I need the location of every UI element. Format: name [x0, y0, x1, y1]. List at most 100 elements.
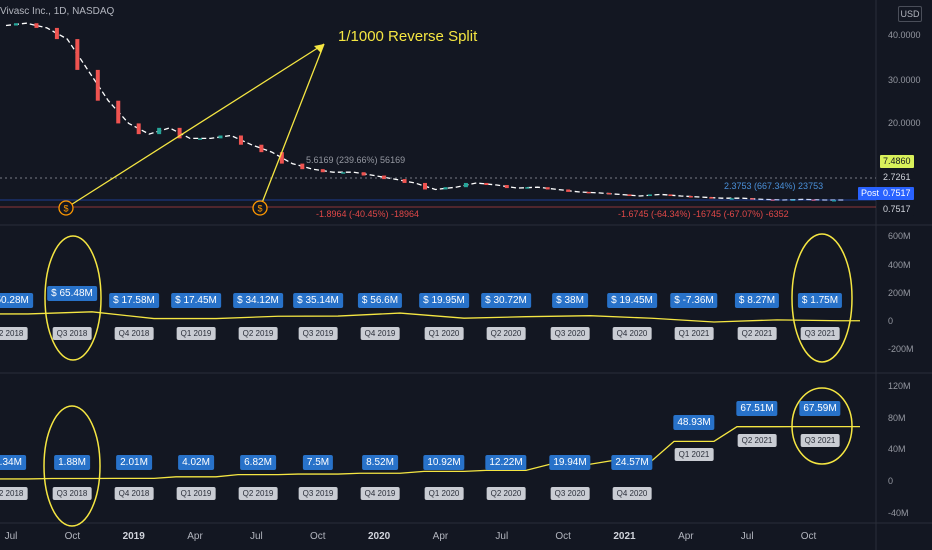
value-label: $ 65.48M	[47, 286, 97, 301]
panel3-axis-label: 80M	[888, 413, 906, 423]
value-label: 6.82M	[240, 455, 276, 470]
time-axis-label: Oct	[800, 531, 817, 542]
price-candle	[688, 196, 693, 198]
value-label: 12.22M	[485, 455, 527, 470]
value-label: 24.57M	[611, 455, 653, 470]
value-label: $ 30.72M	[481, 293, 531, 308]
value-label: $ 1.75M	[797, 293, 843, 308]
price-candle	[463, 182, 468, 188]
split-arrow	[259, 43, 325, 209]
price-candle	[607, 192, 612, 195]
price-candle	[566, 189, 571, 192]
quarter-label: Q2 2020	[486, 487, 526, 500]
value-label: 1.88M	[54, 455, 90, 470]
price-candle	[116, 100, 121, 124]
time-axis-label: 2019	[122, 531, 145, 542]
price-candle	[14, 23, 18, 26]
value-label: $ 38M	[552, 293, 588, 308]
time-axis-label: Oct	[64, 531, 81, 542]
split-arrow	[65, 43, 325, 209]
value-label: $ 17.58M	[109, 293, 159, 308]
price-candle	[136, 123, 141, 135]
arrow-head	[314, 44, 324, 53]
highlight-ellipse	[791, 233, 853, 363]
price-tag-high: 7.4860	[880, 155, 914, 168]
quarter-label: Q3 2021	[800, 327, 840, 340]
price-candle	[668, 194, 673, 197]
price-axis-label: 40.0000	[888, 30, 921, 40]
price-candle	[259, 144, 264, 153]
time-axis-label: 2021	[613, 531, 636, 542]
quarter-label: Q2 2018	[0, 487, 28, 500]
price-candle	[341, 172, 346, 174]
highlight-ellipse	[791, 387, 853, 465]
price-candle	[54, 27, 59, 40]
price-candle	[95, 69, 100, 101]
value-label: 2.01M	[116, 455, 152, 470]
price-candle	[504, 185, 509, 189]
post-market-tag: Post	[858, 187, 883, 200]
panel3-axis-label: 0	[888, 476, 894, 486]
time-axis-label: Oct	[555, 531, 571, 542]
quarter-label: Q3 2019	[298, 487, 338, 500]
split-marker-label: $	[257, 204, 262, 214]
price-stat-2: 2.3753 (667.34%) 23753	[724, 181, 824, 191]
price-candle	[525, 187, 530, 189]
time-axis-label: Oct	[309, 531, 326, 542]
price-candle	[238, 135, 243, 145]
quarter-label: Q1 2019	[176, 327, 216, 340]
price-candle	[320, 169, 325, 173]
value-label: 67.51M	[736, 401, 778, 416]
time-axis-label: Jul	[4, 531, 18, 542]
value-label: 19.94M	[549, 455, 591, 470]
quarter-label: Q3 2020	[550, 487, 590, 500]
quarter-label: Q2 2021	[737, 327, 777, 340]
quarter-label: Q1 2019	[176, 487, 216, 500]
value-label: 4.02M	[178, 455, 214, 470]
price-candle	[402, 179, 407, 183]
price-candle	[627, 194, 632, 197]
quarter-label: Q4 2018	[114, 487, 154, 500]
value-label: $ -7.36M	[670, 293, 718, 308]
quarter-label: Q4 2018	[114, 327, 154, 340]
price-stat-1: 5.6169 (239.66%) 56169	[306, 155, 406, 165]
quarter-label: Q4 2019	[360, 487, 400, 500]
value-label: $ 19.45M	[607, 293, 657, 308]
price-candle	[709, 197, 714, 199]
price-candle	[647, 194, 652, 197]
price-candle	[586, 191, 591, 194]
value-label: $ 17.45M	[171, 293, 221, 308]
price-candle	[443, 187, 448, 190]
value-label: 8.52M	[362, 455, 398, 470]
currency-button[interactable]: USD	[898, 6, 922, 22]
price-candle	[198, 138, 203, 140]
time-axis-label: Jul	[495, 531, 509, 542]
value-label: $ 34.12M	[233, 293, 283, 308]
price-candle	[34, 23, 39, 28]
quarter-label: Q3 2018	[52, 487, 92, 500]
quarter-label: Q4 2019	[360, 327, 400, 340]
panel3-axis-label: 120M	[888, 381, 911, 391]
panel3-axis-label: -40M	[888, 508, 909, 518]
quarter-label: Q2 2021	[737, 434, 777, 447]
time-axis-label: Jul	[740, 531, 754, 542]
quarter-label: Q4 2020	[612, 327, 652, 340]
panel2-axis-label: 200M	[888, 288, 911, 298]
price-tag-level: 2.7261	[880, 171, 914, 184]
quarter-label: Q3 2019	[298, 327, 338, 340]
price-candle	[218, 135, 223, 139]
quarter-label: Q1 2020	[424, 327, 464, 340]
quarter-label: Q2 2020	[486, 327, 526, 340]
time-axis-label: Jul	[249, 531, 263, 542]
price-candle	[382, 175, 387, 180]
panel2-axis-label: 400M	[888, 260, 911, 270]
quarter-label: Q1 2021	[674, 327, 714, 340]
value-label: $ 8.27M	[734, 293, 780, 308]
price-candle	[279, 152, 284, 164]
split-marker	[252, 200, 268, 216]
value-label: $ 35.14M	[293, 293, 343, 308]
reverse-split-annotation: 1/1000 Reverse Split	[338, 28, 478, 45]
panel2-axis-label: 0	[888, 316, 894, 326]
symbol-title[interactable]: Vivasc Inc., 1D, NASDAQ	[0, 6, 115, 17]
